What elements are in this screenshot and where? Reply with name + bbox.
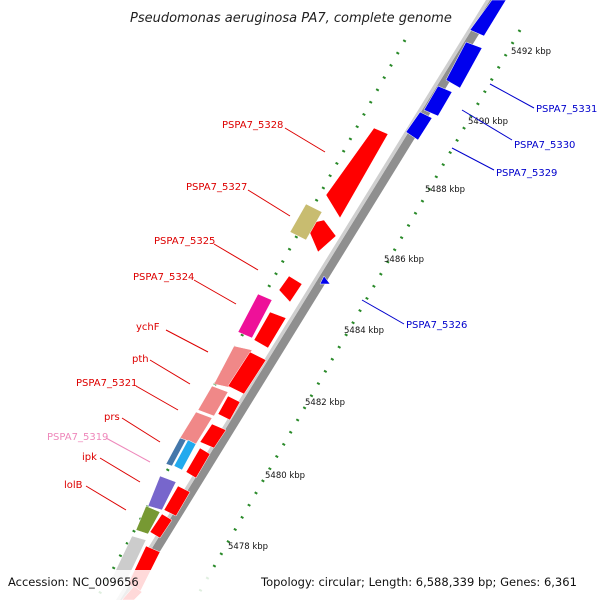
gene-label-lolb: lolB	[64, 480, 83, 491]
tick-label: 5478 kbp	[228, 542, 268, 552]
gene-block-ychf-red	[227, 351, 267, 395]
tick-label: 5490 kbp	[468, 117, 508, 127]
gene-label-prs: prs	[104, 412, 120, 423]
gene-label-pspa7-5324: PSPA7_5324	[133, 272, 194, 283]
gene-block-khaki	[289, 203, 323, 241]
left-gene-labels: PSPA7_5328 PSPA7_5327 PSPA7_5325 PSPA7_5…	[47, 120, 326, 511]
gene-label-pspa7-5325: PSPA7_5325	[154, 236, 215, 247]
topology-text: Topology: circular; Length: 6,588,339 bp…	[260, 575, 577, 589]
reverse-strand-features	[319, 0, 507, 285]
gene-block-5324-magenta	[237, 293, 273, 339]
gene-block-ipk-purple	[147, 475, 177, 511]
forward-strand-features	[111, 127, 389, 600]
gene-label-pspa7-5319: PSPA7_5319	[47, 432, 108, 443]
gene-label-ipk: ipk	[82, 452, 97, 463]
leader-line	[213, 243, 259, 271]
leader-line	[489, 83, 535, 109]
gene-arrow-5328	[325, 127, 389, 219]
gene-label-pspa7-5330: PSPA7_5330	[514, 140, 575, 151]
gene-arrow-top	[469, 0, 507, 37]
tick-label: 5486 kbp	[384, 255, 424, 265]
gene-block-5327	[305, 219, 337, 253]
gene-label-pspa7-5327: PSPA7_5327	[186, 182, 247, 193]
gene-label-pth: pth	[132, 354, 149, 365]
tick-label: 5484 kbp	[344, 326, 384, 336]
gene-arrow-5326	[319, 275, 331, 285]
accession-text: Accession: NC_009656	[8, 575, 139, 589]
gene-block-ipk-red	[163, 485, 191, 517]
footer-bg	[0, 570, 600, 600]
gene-arrow-5330	[423, 85, 453, 117]
tick-label: 5482 kbp	[305, 398, 345, 408]
gene-arrow-5325	[278, 275, 303, 303]
gene-label-pspa7-5326: PSPA7_5326	[406, 320, 467, 331]
gene-label-pspa7-5331: PSPA7_5331	[536, 104, 597, 115]
leader-line	[99, 457, 141, 483]
gene-block-5324-red	[253, 311, 287, 349]
leader-line	[121, 417, 161, 443]
gene-block-lolb-olive	[135, 505, 161, 535]
leader-line	[149, 359, 191, 385]
leader-line	[85, 485, 127, 511]
leader-line	[451, 147, 495, 171]
leader-line	[165, 329, 209, 353]
guide-lines	[94, 29, 522, 600]
gene-block-prs-steel	[165, 437, 187, 467]
leader-line	[361, 299, 405, 325]
backbone	[116, 0, 500, 600]
gene-block-lolb-red	[149, 513, 173, 539]
tick-label: 5488 kbp	[425, 185, 465, 195]
right-gene-labels: PSPA7_5331 PSPA7_5330 PSPA7_5329 PSPA7_5…	[361, 83, 597, 331]
gene-block-prs-cyan	[173, 439, 197, 471]
gene-label-pspa7-5321: PSPA7_5321	[76, 378, 137, 389]
gene-block-5321-red	[199, 423, 227, 449]
leader-line	[461, 109, 513, 141]
gene-block-pth-red	[217, 395, 241, 421]
guide-line-inner	[193, 29, 522, 600]
tick-label: 5492 kbp	[511, 47, 551, 57]
backbone-rail-highlight	[116, 0, 490, 600]
leader-line	[284, 127, 326, 153]
tick-labels: 5478 kbp 5480 kbp 5482 kbp 5484 kbp 5486…	[228, 47, 551, 552]
gene-arrow-5331	[445, 41, 483, 89]
leader-line	[193, 279, 237, 305]
leader-line	[105, 437, 151, 463]
gene-label-pspa7-5328: PSPA7_5328	[222, 120, 283, 131]
backbone-rail	[120, 0, 500, 600]
leader-line	[135, 385, 179, 411]
gene-label-pspa7-5329: PSPA7_5329	[496, 168, 557, 179]
gene-block-prs-red	[185, 447, 211, 479]
gene-arrow-5329	[405, 111, 433, 141]
gene-block-ychf-pink	[213, 345, 253, 389]
map-title: Pseudomonas aeruginosa PA7, complete gen…	[130, 11, 452, 26]
tick-label: 5480 kbp	[265, 471, 305, 481]
gene-label-ychf: ychF	[136, 322, 160, 333]
leader-line	[247, 189, 291, 217]
gene-block-pth-pink	[197, 385, 229, 417]
